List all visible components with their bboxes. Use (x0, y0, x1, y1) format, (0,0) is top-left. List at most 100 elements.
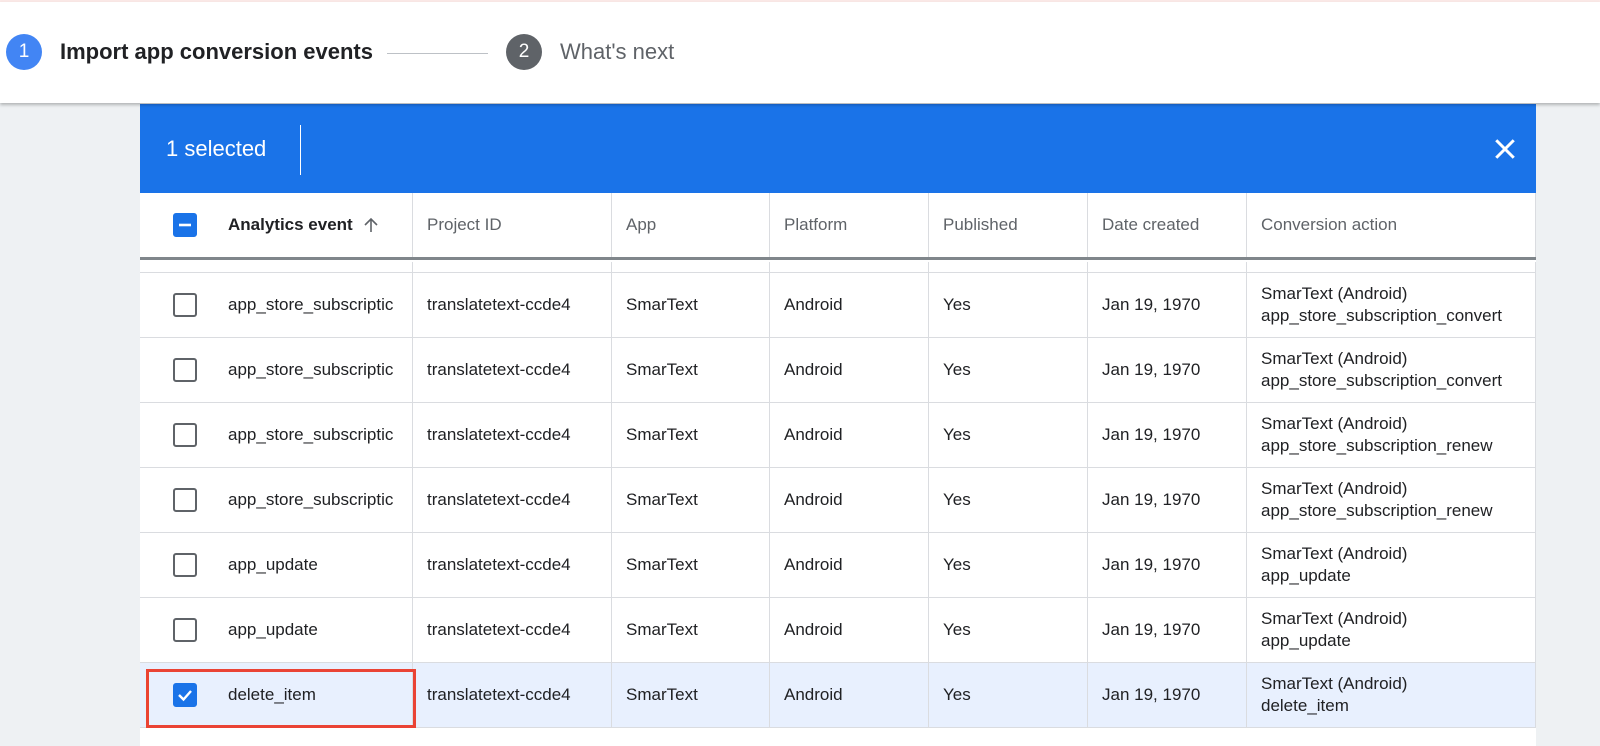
row-checkbox[interactable] (173, 683, 197, 707)
cell-conversion-action: app_store_subscription_convert (1261, 371, 1502, 390)
cell-platform: Android (784, 425, 843, 444)
table-cell: SmarText (612, 468, 770, 532)
column-header-label: Platform (784, 215, 848, 234)
cell-published: Yes (943, 295, 971, 314)
cell-date: Jan 19, 1970 (1102, 425, 1201, 444)
cell-published: Yes (943, 425, 971, 444)
table-cell: translatetext-ccde4 (413, 338, 612, 402)
table-cell: translatetext-ccde4 (413, 403, 612, 467)
selection-bar: 1 selected (140, 104, 1536, 193)
cell-project: translatetext-ccde4 (427, 425, 571, 444)
column-header[interactable]: Date created (1088, 193, 1247, 257)
table-cell: app_update (140, 598, 413, 662)
table-cell: SmarText (Android) delete_item (1247, 663, 1536, 727)
table-cell (413, 262, 612, 272)
table-cell: translatetext-ccde4 (413, 273, 612, 337)
cell-date: Jan 19, 1970 (1102, 555, 1201, 574)
table-cell: Android (770, 533, 929, 597)
table-cell: SmarText (612, 533, 770, 597)
table-cell: delete_item (140, 663, 413, 727)
row-checkbox[interactable] (173, 293, 197, 317)
cell-platform: Android (784, 490, 843, 509)
cell-event: delete_item (228, 685, 316, 704)
cell-date: Jan 19, 1970 (1102, 360, 1201, 379)
table-header-row: Analytics event Project ID App Platform Publ… (140, 193, 1536, 260)
column-header[interactable]: Published (929, 193, 1088, 257)
row-checkbox[interactable] (173, 423, 197, 447)
column-header[interactable]: Analytics event (140, 193, 413, 257)
cell-event: app_store_subscriptic (228, 425, 394, 444)
table-cell: SmarText (Android) app_update (1247, 533, 1536, 597)
table-cell: SmarText (612, 403, 770, 467)
table-cell: Android (770, 598, 929, 662)
arrow-up-icon[interactable] (361, 215, 381, 235)
cell-event: app_store_subscriptic (228, 360, 394, 379)
table-cell: Jan 19, 1970 (1088, 273, 1247, 337)
check-icon (178, 690, 192, 702)
table-cell: SmarText (Android) app_store_subscription… (1247, 403, 1536, 467)
row-checkbox[interactable] (173, 553, 197, 577)
selected-count: 1 selected (166, 136, 267, 161)
cell-conversion-action: app_store_subscription_convert (1261, 306, 1502, 325)
top-border (0, 0, 1600, 2)
cell-published: Yes (943, 360, 971, 379)
column-header-label: Date created (1102, 215, 1200, 234)
column-header-label: App (626, 215, 657, 234)
table-row[interactable]: app_store_subscriptic translatetext-ccde4… (140, 273, 1536, 338)
cell-conversion-action: SmarText (Android) (1261, 414, 1408, 433)
select-all-checkbox[interactable] (173, 213, 197, 237)
step-1[interactable]: 1 Import app conversion events (6, 34, 373, 70)
partial-row (140, 262, 1536, 273)
cell-published: Yes (943, 490, 971, 509)
column-header[interactable]: Conversion action (1247, 193, 1536, 257)
cell-published: Yes (943, 620, 971, 639)
cell-app: SmarText (626, 490, 698, 509)
cell-project: translatetext-ccde4 (427, 490, 571, 509)
cell-date: Jan 19, 1970 (1102, 620, 1201, 639)
cell-project: translatetext-ccde4 (427, 620, 571, 639)
table-cell: translatetext-ccde4 (413, 533, 612, 597)
cell-conversion-action: delete_item (1261, 696, 1349, 715)
row-checkbox[interactable] (173, 488, 197, 512)
row-checkbox[interactable] (173, 358, 197, 382)
column-header-label: Published (943, 215, 1018, 234)
cell-app: SmarText (626, 425, 698, 444)
close-icon[interactable] (1490, 134, 1520, 164)
table-cell: Android (770, 338, 929, 402)
table-row[interactable]: app_store_subscriptic translatetext-ccde4… (140, 403, 1536, 468)
table-cell: Jan 19, 1970 (1088, 403, 1247, 467)
cell-conversion-action: SmarText (Android) (1261, 284, 1408, 303)
row-checkbox[interactable] (173, 618, 197, 642)
table-cell: SmarText (Android) app_store_subscription… (1247, 273, 1536, 337)
cell-app: SmarText (626, 555, 698, 574)
step-2[interactable]: 2 What's next (506, 34, 674, 70)
cell-platform: Android (784, 685, 843, 704)
cell-event: app_store_subscriptic (228, 295, 394, 314)
table-cell (1088, 262, 1247, 272)
column-header[interactable]: App (612, 193, 770, 257)
table-cell: Yes (929, 468, 1088, 532)
table-row[interactable]: delete_item translatetext-ccde4 SmarText An… (140, 663, 1536, 728)
column-header[interactable]: Project ID (413, 193, 612, 257)
cell-published: Yes (943, 555, 971, 574)
table-cell: Android (770, 468, 929, 532)
table-cell: SmarText (Android) app_store_subscription… (1247, 338, 1536, 402)
step-connector (387, 53, 488, 54)
table-row[interactable]: app_update translatetext-ccde4 SmarText And… (140, 533, 1536, 598)
cell-app: SmarText (626, 295, 698, 314)
table-cell: Android (770, 273, 929, 337)
table-cell: Jan 19, 1970 (1088, 338, 1247, 402)
column-header-label: Project ID (427, 215, 502, 234)
table-cell: Jan 19, 1970 (1088, 533, 1247, 597)
table-cell: Android (770, 663, 929, 727)
table-cell: SmarText (Android) app_store_subscription… (1247, 468, 1536, 532)
table-row[interactable]: app_store_subscriptic translatetext-ccde4… (140, 338, 1536, 403)
divider (300, 125, 301, 175)
step-label: What's next (560, 39, 675, 64)
table-row[interactable]: app_update translatetext-ccde4 SmarText And… (140, 598, 1536, 663)
indeterminate-icon (179, 223, 191, 227)
table-row[interactable]: app_store_subscriptic translatetext-ccde4… (140, 468, 1536, 533)
cell-conversion-action: SmarText (Android) (1261, 349, 1408, 368)
cell-conversion-action: app_update (1261, 566, 1351, 585)
column-header[interactable]: Platform (770, 193, 929, 257)
